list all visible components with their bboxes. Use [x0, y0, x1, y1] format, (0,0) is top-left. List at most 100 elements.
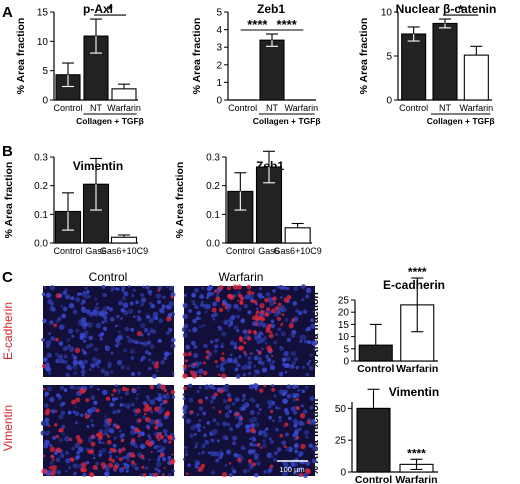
nucleus: [49, 443, 53, 448]
nucleus: [50, 320, 54, 324]
nucleus: [267, 467, 273, 473]
nucleus: [207, 451, 211, 455]
nucleus: [214, 344, 219, 349]
y-tick-label: 10: [37, 37, 49, 48]
nucleus: [42, 318, 47, 324]
nucleus: [302, 473, 308, 479]
nucleus: [74, 456, 79, 461]
nucleus: [172, 372, 175, 375]
nucleus: [149, 399, 156, 405]
nucleus: [308, 359, 312, 363]
nucleus: [103, 423, 109, 429]
nucleus: [288, 416, 292, 421]
stain-spot: [188, 364, 191, 368]
stain-spot: [146, 409, 150, 412]
stain-spot: [299, 472, 304, 478]
nucleus: [154, 316, 159, 320]
nucleus: [119, 434, 124, 439]
nucleus: [254, 473, 259, 478]
nucleus: [91, 423, 95, 427]
nucleus: [258, 357, 262, 361]
bar: [463, 54, 489, 101]
nucleus: [276, 285, 280, 289]
nucleus: [293, 356, 299, 362]
nucleus: [88, 368, 92, 372]
nucleus: [104, 415, 107, 418]
stain-spot: [198, 374, 202, 378]
nucleus: [302, 309, 308, 315]
nucleus: [146, 397, 151, 402]
nucleus: [255, 403, 260, 408]
nucleus: [213, 349, 218, 354]
nucleus: [246, 364, 252, 370]
stain-spot: [84, 412, 87, 415]
bar: [83, 35, 109, 101]
nucleus: [170, 343, 176, 349]
nucleus: [94, 297, 98, 301]
stain-spot: [75, 397, 81, 403]
nucleus: [236, 329, 240, 333]
nucleus: [312, 418, 316, 423]
significance-marker: *: [458, 2, 464, 17]
nucleus: [229, 322, 234, 326]
nucleus: [306, 326, 311, 332]
stain-spot: [153, 472, 158, 477]
stain-spot: [131, 438, 136, 443]
stain-spot: [273, 301, 277, 305]
nucleus: [138, 341, 142, 345]
nucleus: [305, 372, 310, 377]
nucleus: [294, 443, 299, 448]
nucleus: [148, 301, 153, 306]
nucleus: [280, 308, 285, 313]
nucleus: [134, 413, 138, 417]
nucleus: [142, 341, 148, 347]
stain-spot: [261, 318, 264, 321]
nucleus: [162, 295, 166, 300]
nucleus: [163, 351, 170, 357]
nucleus: [63, 359, 68, 364]
nucleus: [244, 294, 250, 300]
nucleus: [60, 453, 65, 458]
category-label: Warfarin: [395, 474, 437, 484]
stain-spot: [269, 464, 274, 469]
nucleus: [119, 396, 123, 400]
nucleus: [44, 439, 50, 446]
nucleus: [201, 443, 206, 449]
nucleus: [80, 364, 86, 370]
stain-spot: [137, 418, 142, 423]
stain-spot: [205, 355, 209, 360]
nucleus: [257, 292, 263, 298]
nucleus: [204, 384, 210, 390]
nucleus: [305, 460, 311, 467]
nucleus: [72, 359, 79, 366]
nucleus: [212, 318, 216, 321]
stain-spot: [51, 469, 56, 474]
category-label: Control: [399, 103, 428, 113]
stain-spot: [218, 410, 222, 414]
nucleus: [263, 470, 268, 474]
nucleus: [305, 435, 309, 439]
nucleus: [299, 339, 303, 343]
stain-spot: [254, 322, 259, 326]
nucleus: [82, 350, 87, 355]
nucleus: [241, 398, 245, 402]
nucleus: [291, 384, 297, 390]
stain-spot: [111, 459, 115, 463]
nucleus: [46, 352, 52, 358]
nucleus: [65, 458, 71, 464]
nucleus: [284, 362, 291, 369]
stain-spot: [197, 398, 203, 404]
stain-spot: [90, 435, 95, 439]
stain-spot: [218, 307, 224, 313]
category-label: NT: [90, 103, 102, 113]
nucleus: [167, 327, 173, 333]
y-axis-label: % Area fraction: [174, 162, 186, 239]
nucleus: [312, 310, 315, 314]
nucleus: [304, 385, 309, 390]
nucleus: [72, 410, 76, 414]
nucleus: [191, 299, 196, 304]
stain-spot: [284, 422, 289, 427]
stain-spot: [218, 388, 224, 394]
stain-spot: [136, 330, 142, 336]
nucleus: [76, 386, 81, 391]
